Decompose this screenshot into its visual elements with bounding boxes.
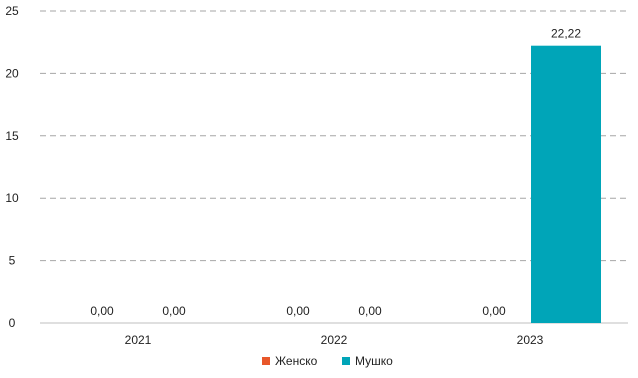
data-label: 0,00 xyxy=(358,304,382,318)
legend: Женско Мушко xyxy=(262,354,393,368)
data-label: 22,22 xyxy=(551,27,581,41)
y-tick-label: 25 xyxy=(5,4,19,18)
data-labels: 0,00 0,00 0,00 0,00 0,00 22,22 xyxy=(90,27,581,318)
x-tick-label: 2022 xyxy=(321,333,348,347)
grid xyxy=(40,10,628,324)
data-label: 0,00 xyxy=(286,304,310,318)
y-tick-label: 20 xyxy=(5,66,19,80)
data-label: 0,00 xyxy=(162,304,186,318)
bars xyxy=(531,45,601,324)
y-tick-label: 5 xyxy=(9,254,16,268)
y-tick-label: 10 xyxy=(5,191,19,205)
legend-swatch-Мушко xyxy=(342,357,350,365)
legend-label: Женско xyxy=(275,354,318,368)
y-tick-label: 0 xyxy=(9,316,16,330)
y-axis-ticks: 0 5 10 15 20 25 xyxy=(5,4,19,330)
legend-swatch-Женско xyxy=(262,357,270,365)
bar-Мушко-2023 xyxy=(531,45,601,324)
x-tick-label: 2021 xyxy=(125,333,152,347)
x-tick-label: 2023 xyxy=(517,333,544,347)
data-label: 0,00 xyxy=(90,304,114,318)
y-tick-label: 15 xyxy=(5,129,19,143)
x-axis-ticks: 2021 2022 2023 xyxy=(125,333,544,347)
data-label: 0,00 xyxy=(482,304,506,318)
legend-label: Мушко xyxy=(355,354,393,368)
